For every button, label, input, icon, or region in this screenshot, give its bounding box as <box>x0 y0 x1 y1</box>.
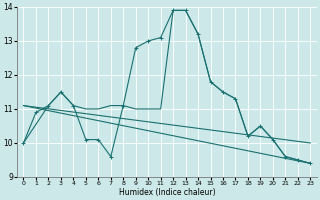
X-axis label: Humidex (Indice chaleur): Humidex (Indice chaleur) <box>119 188 215 197</box>
